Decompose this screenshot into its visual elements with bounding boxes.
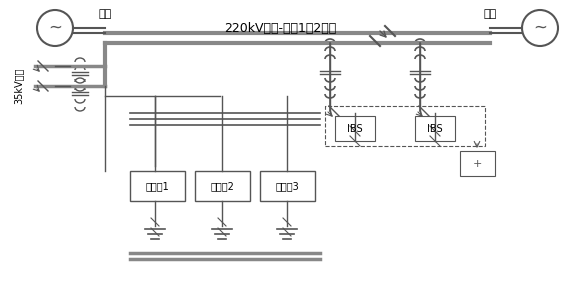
- FancyBboxPatch shape: [460, 151, 495, 176]
- Text: ~: ~: [533, 19, 547, 37]
- Text: IBS: IBS: [347, 124, 363, 133]
- Text: ~: ~: [48, 19, 62, 37]
- Text: +: +: [473, 159, 482, 169]
- FancyBboxPatch shape: [335, 116, 375, 141]
- Text: 换流刨2: 换流刨2: [211, 181, 234, 191]
- FancyBboxPatch shape: [260, 171, 315, 201]
- Text: 鐵北: 鐵北: [99, 9, 112, 19]
- FancyBboxPatch shape: [415, 116, 455, 141]
- Text: IBS: IBS: [427, 124, 443, 133]
- Text: 换流刨3: 换流刨3: [276, 181, 299, 191]
- Text: 220kV鐵北-晓幂1、2线路: 220kV鐵北-晓幂1、2线路: [224, 22, 336, 35]
- Text: 晓幂: 晓幂: [483, 9, 497, 19]
- FancyBboxPatch shape: [195, 171, 250, 201]
- Text: 换流刨1: 换流刨1: [146, 181, 170, 191]
- FancyBboxPatch shape: [130, 171, 185, 201]
- Text: 35kV母线: 35kV母线: [13, 68, 23, 104]
